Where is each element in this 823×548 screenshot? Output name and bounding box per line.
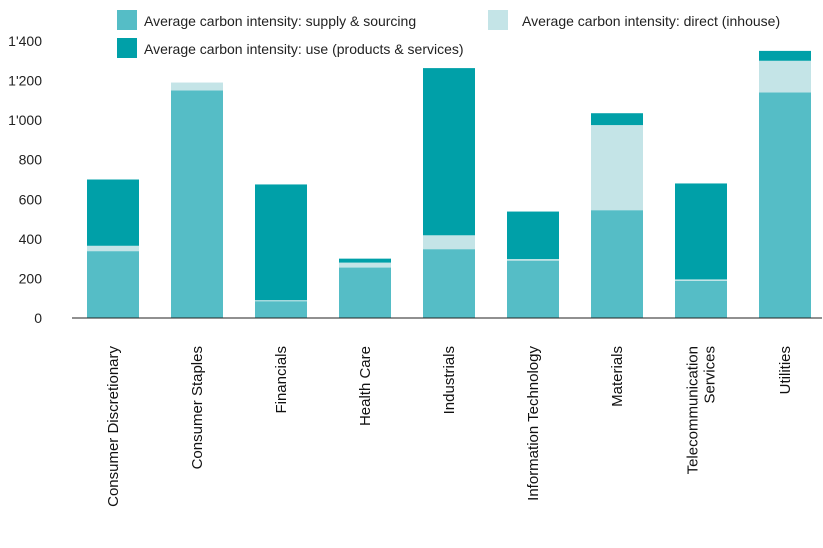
- bar-segment-direct: [87, 245, 139, 252]
- y-tick-label: 800: [19, 152, 43, 168]
- bar-segment-use: [675, 183, 727, 280]
- bar-segment-supply: [507, 260, 559, 318]
- bar-segment-direct: [255, 300, 307, 302]
- x-category-label: Consumer Staples: [189, 346, 206, 469]
- legend-swatch-direct: [488, 10, 508, 30]
- legend-label-use: Average carbon intensity: use (products …: [144, 41, 464, 57]
- y-tick-label: 1'000: [8, 112, 42, 128]
- bars: [87, 50, 811, 318]
- bar-segment-supply: [339, 267, 391, 318]
- bar-segment-use: [339, 258, 391, 263]
- bar-segment-direct: [171, 82, 223, 91]
- bar-segment-supply: [591, 210, 643, 318]
- y-tick-label: 600: [19, 191, 43, 207]
- legend-label-supply: Average carbon intensity: supply & sourc…: [144, 13, 416, 29]
- x-category-label: Information Technology: [525, 346, 542, 501]
- bar-segment-direct: [423, 235, 475, 250]
- y-tick-label: 1'200: [8, 73, 42, 89]
- bar-segment-use: [87, 179, 139, 246]
- legend-label-direct: Average carbon intensity: direct (inhous…: [522, 13, 780, 29]
- bar-segment-direct: [675, 279, 727, 281]
- x-category-label: Services: [702, 346, 719, 404]
- y-tick-label: 200: [19, 270, 43, 286]
- bar-segment-use: [591, 113, 643, 126]
- y-axis: 0 200 400 600 800 1'000 1'200 1'400: [8, 33, 42, 326]
- x-category-label: Health Care: [357, 346, 374, 426]
- x-category-label: Materials: [609, 346, 626, 407]
- bar-segment-direct: [591, 125, 643, 211]
- y-tick-label: 0: [34, 310, 42, 326]
- bar-segment-supply: [255, 301, 307, 318]
- bar-segment-use: [423, 68, 475, 236]
- y-tick-label: 1'400: [8, 33, 42, 49]
- bar-segment-supply: [423, 249, 475, 318]
- x-category-label: Consumer Discretionary: [105, 346, 122, 507]
- bar-segment-supply: [675, 280, 727, 318]
- x-category-label: Financials: [273, 346, 290, 414]
- bar-segment-supply: [759, 92, 811, 318]
- bar-segment-supply: [171, 90, 223, 318]
- y-tick-label: 400: [19, 231, 43, 247]
- x-category-label: Utilities: [777, 346, 794, 394]
- bar-segment-direct: [339, 262, 391, 268]
- legend-swatch-supply: [117, 10, 137, 30]
- bar-segment-direct: [507, 259, 559, 261]
- bar-segment-use: [759, 50, 811, 61]
- x-category-label: Industrials: [441, 346, 458, 414]
- bar-segment-direct: [759, 60, 811, 93]
- legend-swatch-use: [117, 38, 137, 58]
- x-category-label: Telecommunication: [685, 346, 702, 474]
- bar-segment-supply: [87, 251, 139, 318]
- bar-segment-use: [507, 211, 559, 260]
- x-axis-labels: Consumer Discretionary Consumer Staples Fi…: [105, 346, 794, 507]
- bar-segment-use: [255, 184, 307, 301]
- legend: Average carbon intensity: supply & sourc…: [117, 10, 780, 58]
